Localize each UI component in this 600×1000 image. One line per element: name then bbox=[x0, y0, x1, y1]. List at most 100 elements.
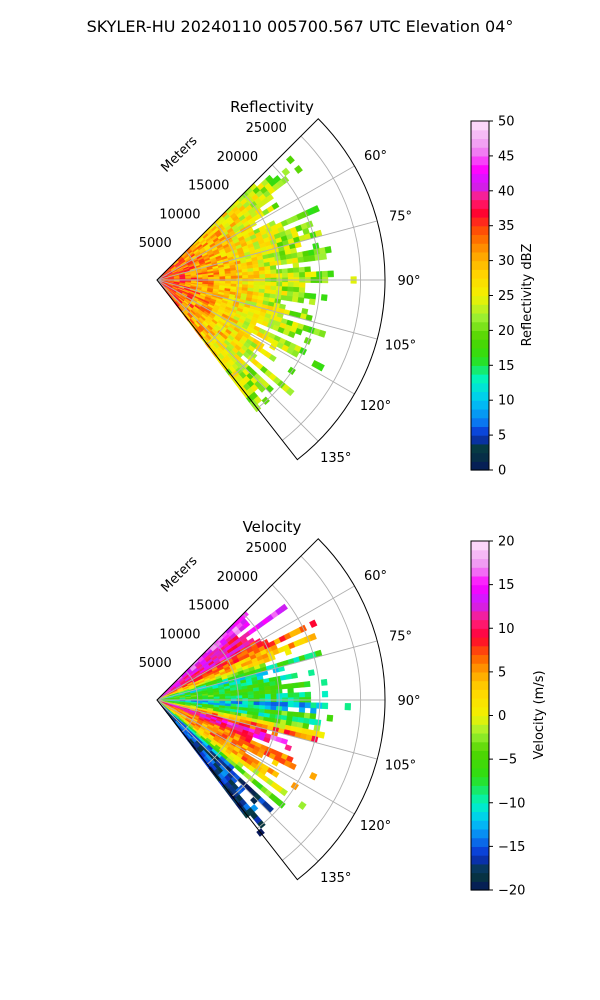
data-cell bbox=[310, 707, 317, 715]
data-cell bbox=[298, 292, 305, 299]
data-cell bbox=[256, 751, 264, 759]
range-ring bbox=[181, 250, 199, 313]
data-cell bbox=[236, 695, 243, 699]
data-cell bbox=[213, 696, 220, 700]
colorbar-velocity: −20 −15 −10 −5 0 5 10 15 20 Velocity (m/s) bbox=[470, 535, 547, 899]
colorbar-segment bbox=[471, 121, 489, 131]
colorbar-segment bbox=[471, 426, 489, 436]
colorbar-segment bbox=[471, 312, 489, 323]
colorbar-segment bbox=[471, 706, 489, 717]
colorbar-segment bbox=[471, 820, 489, 830]
data-cell bbox=[321, 690, 329, 698]
data-cell bbox=[253, 701, 260, 706]
colorbar-segment bbox=[471, 811, 489, 821]
data-cell bbox=[293, 286, 300, 293]
data-cell bbox=[282, 701, 289, 708]
colorbar-segment bbox=[471, 767, 489, 778]
data-cell bbox=[247, 691, 254, 696]
colorbar-segment bbox=[471, 715, 489, 725]
data-cell bbox=[295, 327, 303, 336]
radial-tick-label: 10000 bbox=[159, 207, 200, 222]
data-cell bbox=[280, 738, 289, 745]
azimuth-tick-label: 60° bbox=[364, 569, 387, 584]
data-cell bbox=[264, 701, 272, 707]
data-cell bbox=[282, 281, 289, 288]
colorbar-segment bbox=[471, 776, 489, 786]
colorbar-reflectivity-label: Reflectivity dBZ bbox=[520, 244, 535, 347]
data-cell bbox=[308, 632, 317, 642]
colorbar-tick-label: 25 bbox=[498, 289, 515, 304]
colorbar-segment bbox=[471, 304, 489, 314]
azimuth-tick-label: 75° bbox=[389, 209, 412, 224]
colorbar-segment bbox=[471, 356, 489, 366]
colorbar-segment bbox=[471, 785, 489, 795]
data-cell bbox=[281, 268, 289, 274]
azimuth-tick-label: 120° bbox=[360, 819, 391, 834]
data-cell bbox=[282, 272, 289, 279]
data-cell bbox=[258, 690, 266, 695]
colorbar-segment bbox=[471, 750, 489, 760]
colorbar-tick-label: 15 bbox=[498, 359, 515, 374]
data-cell bbox=[287, 286, 294, 293]
data-cell bbox=[242, 695, 249, 699]
data-cell bbox=[269, 685, 277, 691]
data-cell bbox=[230, 692, 237, 697]
reflectivity-field bbox=[156, 155, 357, 413]
data-cell bbox=[304, 691, 312, 698]
colorbar-segment bbox=[471, 243, 489, 253]
data-cell bbox=[303, 292, 311, 299]
colorbar-segment bbox=[471, 365, 489, 375]
colorbar-tick-label: −5 bbox=[498, 753, 517, 768]
azimuth-spoke bbox=[156, 585, 355, 701]
colorbar-tick-label: 5 bbox=[498, 665, 506, 680]
colorbar-segment bbox=[471, 541, 489, 551]
data-cell bbox=[294, 164, 303, 174]
colorbar-segment bbox=[471, 216, 489, 227]
panel-title-velocity: Velocity bbox=[243, 518, 302, 536]
data-cell bbox=[259, 701, 266, 706]
data-cell bbox=[219, 276, 226, 280]
data-cell bbox=[242, 621, 251, 629]
data-cell bbox=[308, 254, 316, 262]
data-cell bbox=[253, 270, 260, 276]
data-cell bbox=[291, 257, 299, 264]
data-cell bbox=[284, 648, 292, 656]
azimuth-tick-label: 60° bbox=[364, 149, 387, 164]
range-ring bbox=[181, 670, 199, 733]
data-cell bbox=[280, 295, 288, 301]
data-cell bbox=[324, 246, 332, 254]
colorbar-segment bbox=[471, 628, 489, 638]
data-cell bbox=[298, 707, 306, 714]
data-cell bbox=[318, 329, 327, 338]
data-cell bbox=[292, 262, 300, 269]
data-cell bbox=[236, 275, 243, 279]
reflectivity-ticks: 5000 10000 15000 20000 25000 60° 75° 90° 105° 120… bbox=[139, 121, 421, 466]
colorbar-tick-label: −10 bbox=[498, 796, 525, 811]
colorbar-segment bbox=[471, 164, 489, 174]
data-cell bbox=[297, 297, 305, 304]
data-cell bbox=[213, 276, 220, 280]
colorbar-segment bbox=[471, 190, 489, 201]
colorbar-segment bbox=[471, 347, 489, 358]
data-cell bbox=[264, 693, 272, 699]
data-cell bbox=[264, 265, 271, 271]
data-cell bbox=[292, 291, 300, 298]
data-cell bbox=[271, 202, 280, 210]
data-cell bbox=[288, 762, 297, 771]
radial-axis-label-reflectivity: Meters bbox=[159, 133, 201, 175]
data-cell bbox=[271, 759, 280, 767]
azimuth-tick-label: 105° bbox=[385, 339, 416, 354]
data-cell bbox=[309, 293, 317, 300]
data-cell bbox=[242, 281, 249, 285]
data-cell bbox=[259, 281, 266, 286]
data-cell bbox=[282, 692, 289, 699]
data-cell bbox=[264, 685, 271, 691]
colorbar-segment bbox=[471, 173, 489, 183]
data-cell bbox=[320, 678, 328, 686]
data-cell bbox=[253, 694, 260, 699]
colorbar-velocity-label: Velocity (m/s) bbox=[532, 670, 547, 759]
colorbar-segment bbox=[471, 794, 489, 804]
data-cell bbox=[271, 770, 280, 778]
data-cell bbox=[285, 155, 295, 165]
